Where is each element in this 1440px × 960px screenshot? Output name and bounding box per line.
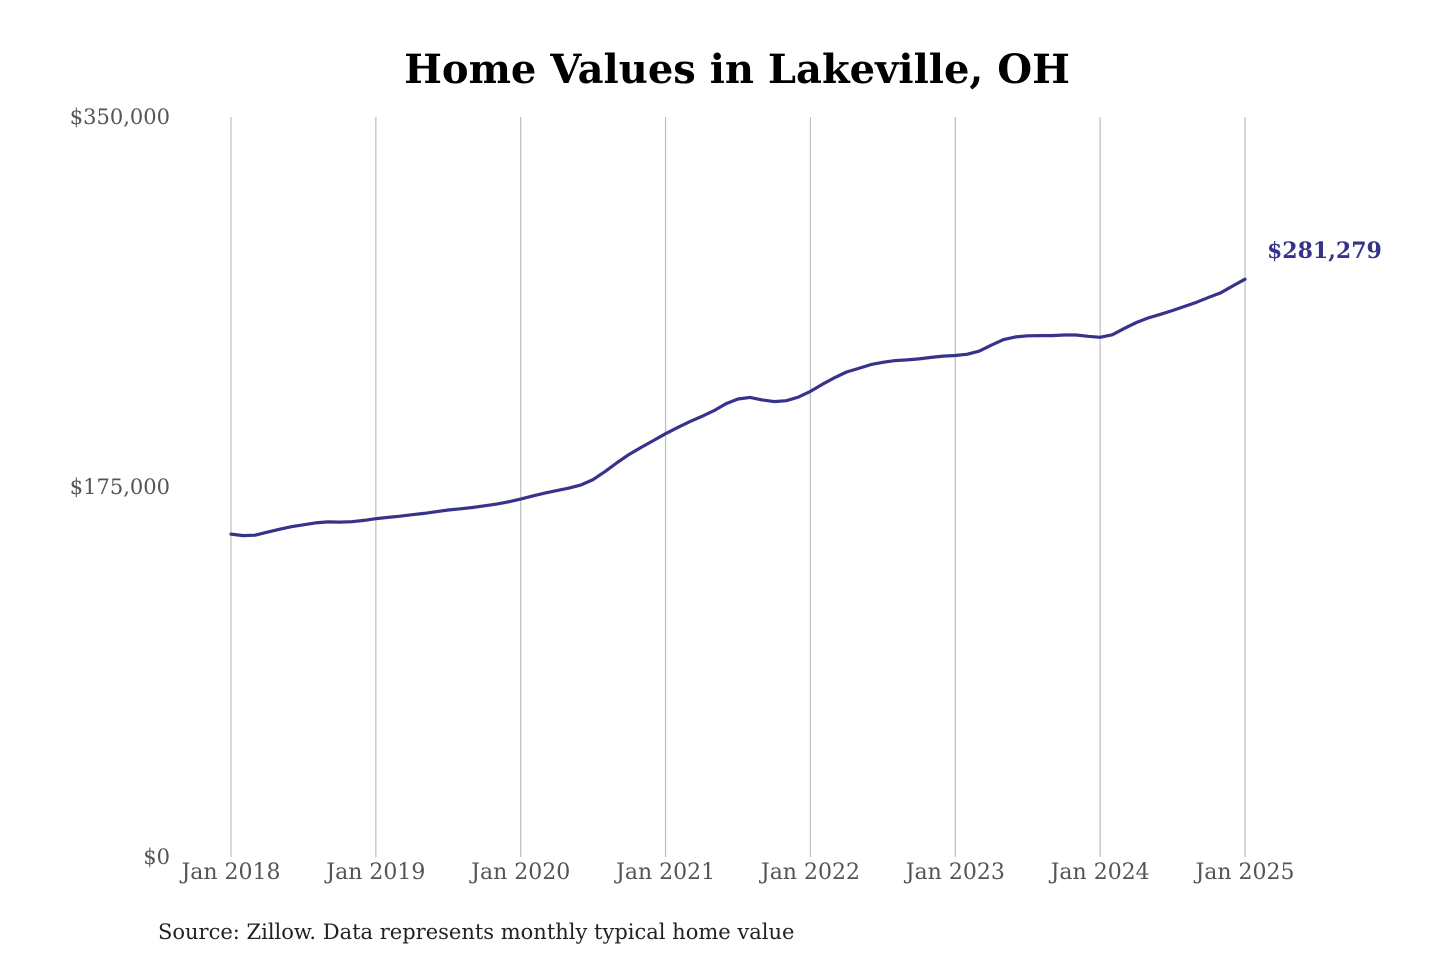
chart-title: Home Values in Lakeville, OH — [404, 46, 1070, 93]
x-tick-label: Jan 2018 — [179, 860, 280, 885]
x-tick-label: Jan 2025 — [1193, 860, 1294, 885]
y-tick-label: $350,000 — [70, 105, 170, 129]
x-tick-label: Jan 2019 — [324, 860, 425, 885]
end-value-label: $281,279 — [1267, 238, 1382, 264]
y-tick-label: $175,000 — [70, 475, 170, 499]
series-line — [229, 277, 1247, 538]
x-axis-tick-labels: Jan 2018 Jan 2019 Jan 2020 Jan 2021 Jan 2022… — [179, 860, 1294, 885]
grid-lines — [230, 117, 1246, 857]
x-tick-label: Jan 2023 — [904, 860, 1005, 885]
x-tick-label: Jan 2024 — [1049, 860, 1150, 885]
x-tick-label: Jan 2022 — [759, 860, 860, 885]
y-tick-label: $0 — [143, 845, 170, 869]
source-note: Source: Zillow. Data represents monthly … — [158, 920, 794, 944]
x-tick-label: Jan 2020 — [469, 860, 570, 885]
y-axis-tick-labels: $0 $175,000 $350,000 — [70, 105, 170, 869]
x-tick-label: Jan 2021 — [614, 860, 715, 885]
